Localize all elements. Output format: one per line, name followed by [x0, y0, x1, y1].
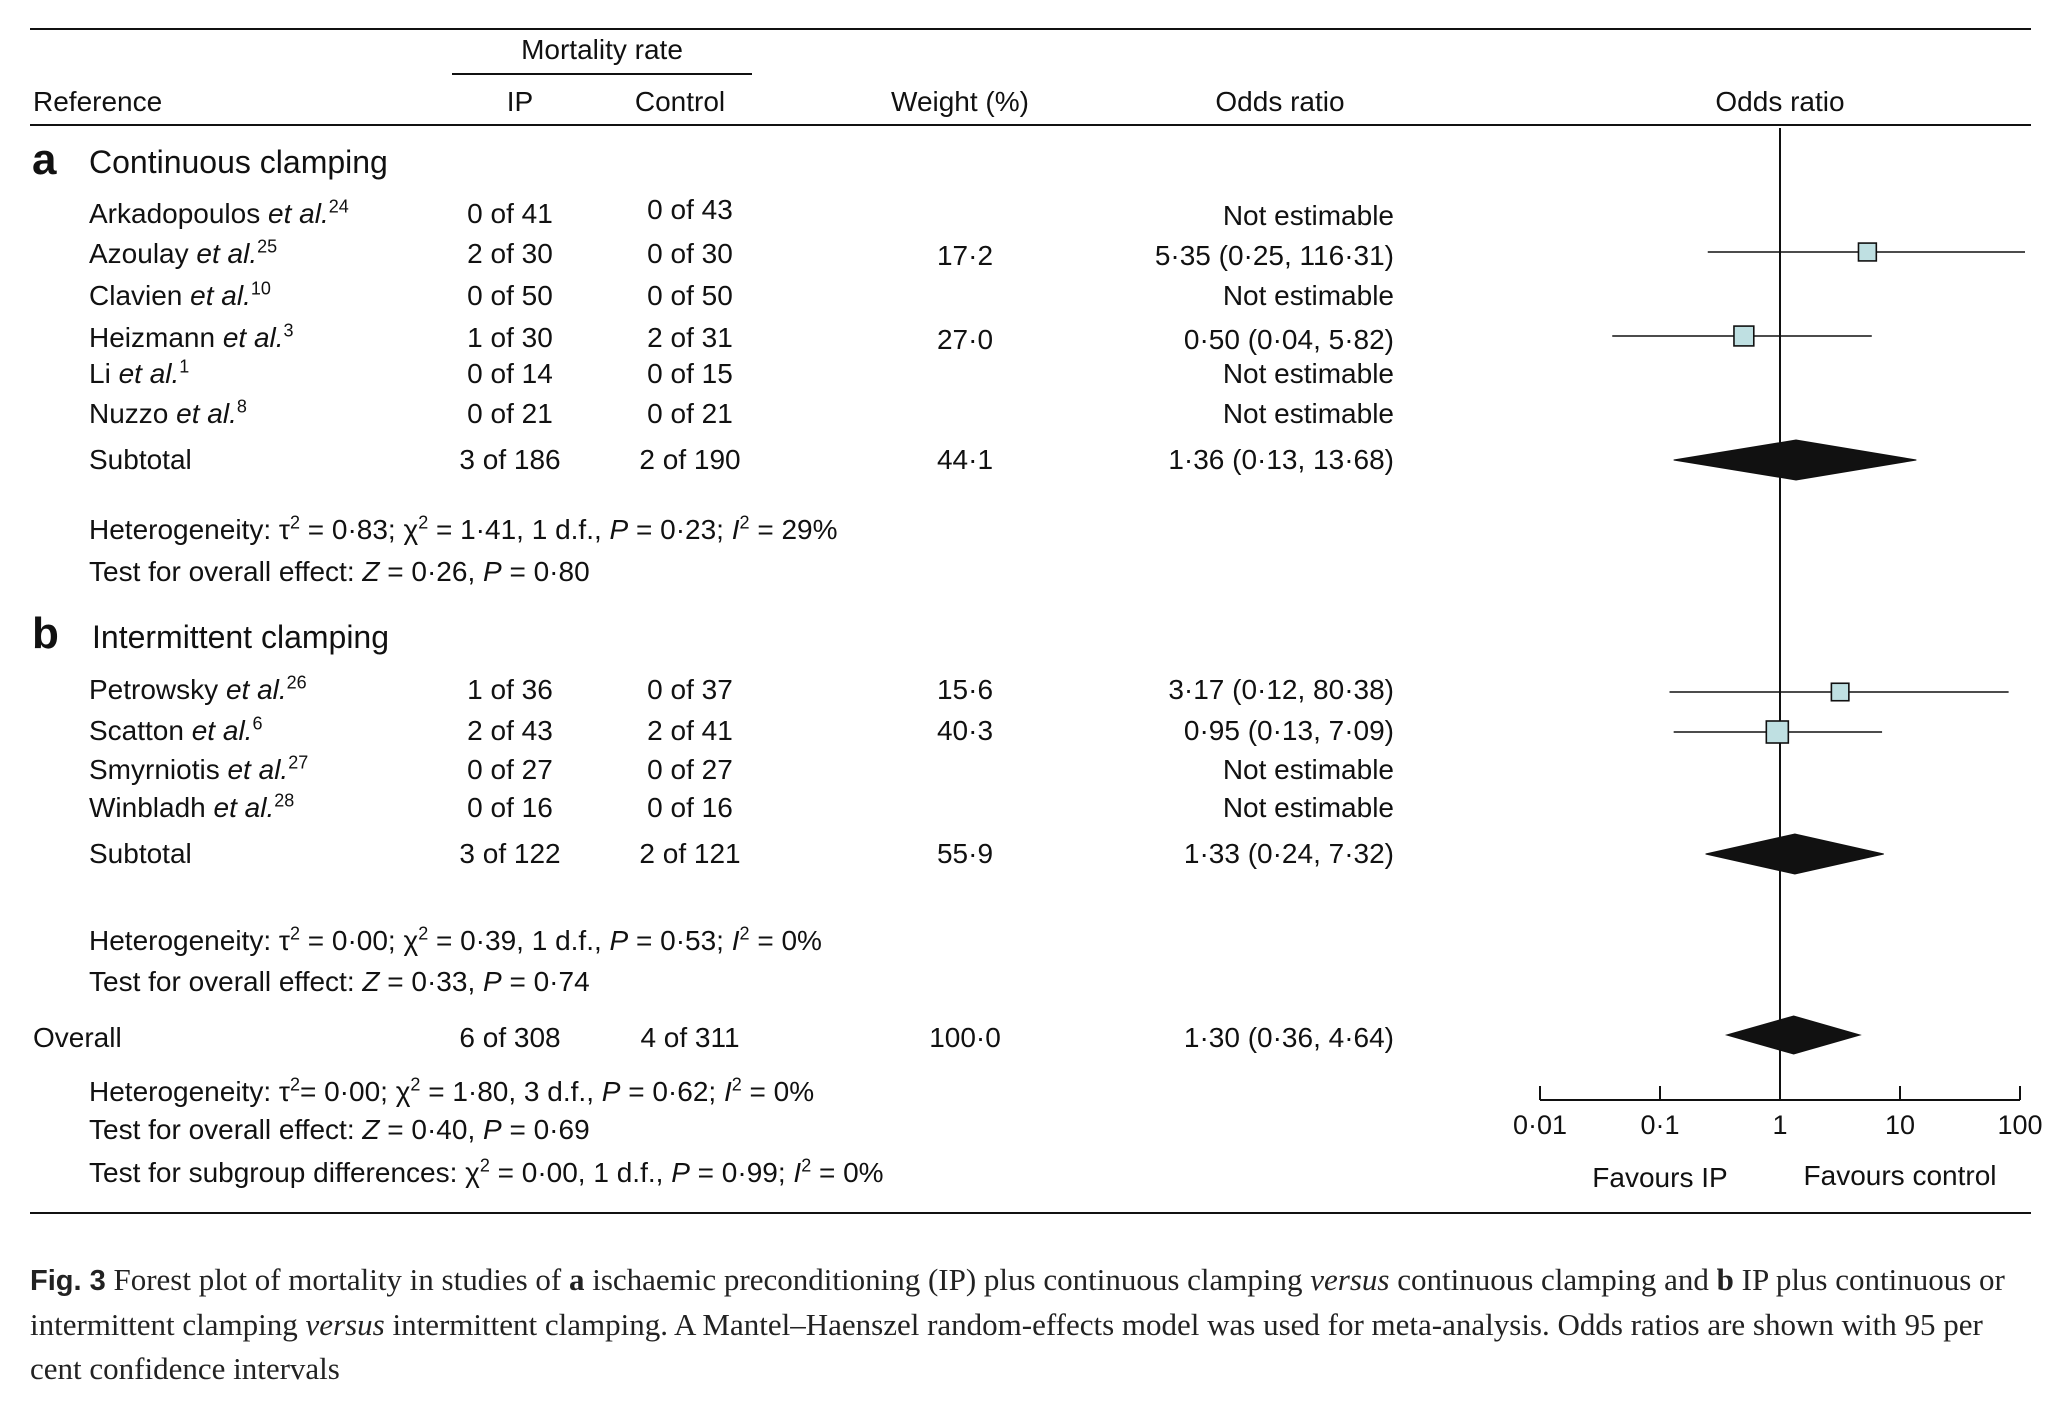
study-name: Smyrniotis et al.27 [89, 752, 309, 785]
x-tick-label: 100 [1997, 1110, 2042, 1140]
study-control: 0 of 50 [647, 280, 733, 311]
study-ip: 1 of 36 [467, 674, 553, 705]
ip-header: IP [506, 86, 534, 117]
study-or: Not estimable [1222, 280, 1394, 311]
overall-effect-a: Test for overall effect: Z = 0·26, P = 0… [89, 556, 590, 587]
favours-control-label: Favours control [1803, 1160, 1997, 1191]
overall-label: Overall [33, 1022, 122, 1053]
study-point-box [1765, 720, 1790, 744]
mortality-rate-header: Mortality rate [521, 34, 683, 65]
top-rule [30, 28, 2031, 30]
study-control: 2 of 31 [647, 322, 733, 353]
study-or: Not estimable [1222, 200, 1394, 231]
summary-diamond [1673, 439, 1917, 481]
caption-label: Fig. 3 [30, 1265, 106, 1297]
forest-plot: 0·01 0·1 1 10 100 [1513, 128, 2043, 1140]
subtotal-or: 1·36 (0·13, 13·68) [1168, 444, 1394, 475]
study-ip: 2 of 43 [467, 715, 553, 746]
study-control: 0 of 16 [647, 792, 733, 823]
study-control: 2 of 41 [647, 715, 733, 746]
subtotal-control: 2 of 121 [639, 838, 741, 869]
study-ip: 2 of 30 [467, 238, 553, 269]
study-or: Not estimable [1222, 358, 1394, 389]
heterogeneity-a: Heterogeneity: τ2 = 0·83; χ2 = 1·41, 1 d… [89, 512, 838, 545]
study-control: 0 of 43 [647, 194, 733, 225]
subtotal-weight: 44·1 [936, 444, 994, 475]
subgroup-differences: Test for subgroup differences: χ2 = 0·00… [89, 1155, 884, 1188]
study-name: Azoulay et al.25 [89, 236, 278, 269]
study-ip: 0 of 16 [467, 792, 553, 823]
study-name: Nuzzo et al.8 [89, 396, 247, 429]
header-rule [30, 124, 2031, 126]
study-point-box [1733, 325, 1755, 347]
overall-or: 1·30 (0·36, 4·64) [1183, 1022, 1394, 1053]
study-ip: 0 of 27 [467, 754, 553, 785]
study-or: 0·50 (0·04, 5·82) [1183, 324, 1394, 355]
overall-effect-b: Test for overall effect: Z = 0·33, P = 0… [89, 966, 590, 997]
subtotal-control: 2 of 190 [639, 444, 741, 475]
study-or: Not estimable [1222, 792, 1394, 823]
subtotal-ip: 3 of 122 [459, 838, 561, 869]
study-control: 0 of 27 [647, 754, 733, 785]
study-ip: 0 of 41 [467, 198, 553, 229]
study-control: 0 of 15 [647, 358, 733, 389]
section-b-letter: b [32, 609, 59, 658]
subtotal-label: Subtotal [89, 838, 192, 869]
study-or: 3·17 (0·12, 80·38) [1168, 674, 1394, 705]
study-weight: 40·3 [936, 715, 994, 746]
study-control: 0 of 30 [647, 238, 733, 269]
study-name: Li et al.1 [89, 356, 190, 389]
study-weight: 15·6 [936, 674, 994, 705]
odds-ratio-plot-header: Odds ratio [1715, 86, 1845, 117]
odds-ratio-header: Odds ratio [1215, 86, 1345, 117]
study-point-box [1857, 242, 1878, 262]
x-tick-label: 1 [1772, 1110, 1787, 1140]
heterogeneity-overall: Heterogeneity: τ2= 0·00; χ2 = 1·80, 3 d.… [89, 1074, 815, 1107]
study-ip: 0 of 14 [467, 358, 553, 389]
favours-ip-label: Favours IP [1592, 1162, 1728, 1193]
summary-diamond [1705, 833, 1884, 875]
study-ip: 0 of 21 [467, 398, 553, 429]
study-or: 0·95 (0·13, 7·09) [1183, 715, 1394, 746]
study-point-box [1830, 682, 1850, 702]
study-weight: 27·0 [936, 324, 994, 355]
x-tick-label: 0·01 [1513, 1110, 1567, 1140]
subtotal-label: Subtotal [89, 444, 192, 475]
overall-control: 4 of 311 [640, 1022, 740, 1053]
study-control: 0 of 37 [647, 674, 733, 705]
study-name: Scatton et al.6 [89, 713, 263, 746]
section-a-title: Continuous clamping [89, 144, 388, 180]
weight-header: Weight (%) [891, 86, 1029, 117]
subtotal-ip: 3 of 186 [459, 444, 561, 475]
overall-effect-overall: Test for overall effect: Z = 0·40, P = 0… [89, 1114, 590, 1145]
bottom-rule [30, 1212, 2031, 1214]
subtotal-weight: 55·9 [936, 838, 994, 869]
heterogeneity-b: Heterogeneity: τ2 = 0·00; χ2 = 0·39, 1 d… [89, 923, 822, 956]
x-tick-label: 10 [1885, 1110, 1915, 1140]
x-tick-label: 0·1 [1640, 1110, 1679, 1140]
control-header: Control [634, 86, 726, 117]
study-or: Not estimable [1222, 398, 1394, 429]
figure-caption: Fig. 3 Forest plot of mortality in studi… [30, 1262, 2005, 1386]
section-a-letter: a [32, 135, 57, 184]
summary-diamond [1724, 1015, 1862, 1055]
study-weight: 17·2 [936, 240, 994, 271]
subtotal-or: 1·33 (0·24, 7·32) [1183, 838, 1394, 869]
overall-ip: 6 of 308 [459, 1022, 561, 1053]
study-or: 5·35 (0·25, 116·31) [1154, 240, 1394, 271]
reference-header: Reference [33, 86, 163, 117]
study-name: Clavien et al.10 [89, 278, 271, 311]
study-name: Winbladh et al.28 [89, 790, 295, 823]
section-b-title: Intermittent clamping [92, 619, 390, 655]
study-or: Not estimable [1222, 754, 1394, 785]
mortality-rate-rule [452, 73, 752, 75]
study-ip: 0 of 50 [467, 280, 553, 311]
study-ip: 1 of 30 [467, 322, 553, 353]
study-control: 0 of 21 [647, 398, 733, 429]
study-name: Petrowsky et al.26 [89, 672, 307, 705]
study-name: Heizmann et al.3 [89, 320, 294, 353]
study-name: Arkadopoulos et al.24 [89, 196, 349, 229]
overall-weight: 100·0 [929, 1022, 1001, 1053]
